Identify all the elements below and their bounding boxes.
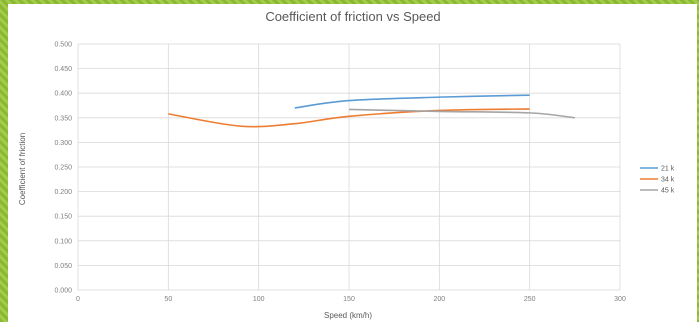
y-axis-label: Coefficient of friction	[18, 133, 27, 205]
chart-area: Coefficient of friction vs Speed 0.000 0.…	[8, 4, 697, 322]
chart-title: Coefficient of friction vs Speed	[265, 9, 440, 24]
legend: 21 k 34 k 45 k	[640, 166, 675, 195]
x-tick-label: 0	[76, 296, 80, 303]
grid-lines	[77, 43, 621, 291]
y-tick-label: 0.400	[54, 91, 72, 98]
y-tick-label: 0.300	[54, 140, 72, 147]
x-tick-label: 200	[433, 296, 445, 303]
x-tick-label: 100	[253, 296, 265, 303]
y-tick-label: 0.000	[54, 288, 72, 295]
y-tick-label: 0.150	[54, 214, 72, 221]
y-tick-label: 0.250	[54, 165, 72, 172]
y-tick-label: 0.500	[54, 42, 72, 49]
y-tick-label: 0.100	[54, 238, 72, 245]
y-tick-label: 0.350	[54, 115, 72, 122]
y-tick-label: 0.050	[54, 263, 72, 270]
legend-entry: 34 k	[661, 177, 675, 184]
series-lines	[168, 94, 575, 128]
y-tick-label: 0.450	[54, 66, 72, 73]
x-axis-label: Speed (km/h)	[324, 311, 372, 320]
series-line-1	[168, 108, 530, 128]
legend-entry: 21 k	[661, 166, 675, 173]
x-tick-label: 50	[164, 296, 172, 303]
x-tick-label: 150	[343, 296, 355, 303]
series-line-0	[294, 94, 530, 109]
series-line-2	[348, 108, 575, 119]
legend-entry: 45 k	[661, 188, 675, 195]
y-tick-label: 0.200	[54, 189, 72, 196]
y-axis-ticks: 0.000 0.050 0.100 0.150 0.200 0.250 0.300 0.350…	[54, 42, 72, 295]
line-chart: Coefficient of friction vs Speed 0.0000.…	[18, 9, 675, 320]
x-tick-label: 250	[524, 296, 536, 303]
x-axis-ticks: 0 50 100 150 200 250 300	[76, 296, 626, 303]
x-tick-label: 300	[614, 296, 626, 303]
